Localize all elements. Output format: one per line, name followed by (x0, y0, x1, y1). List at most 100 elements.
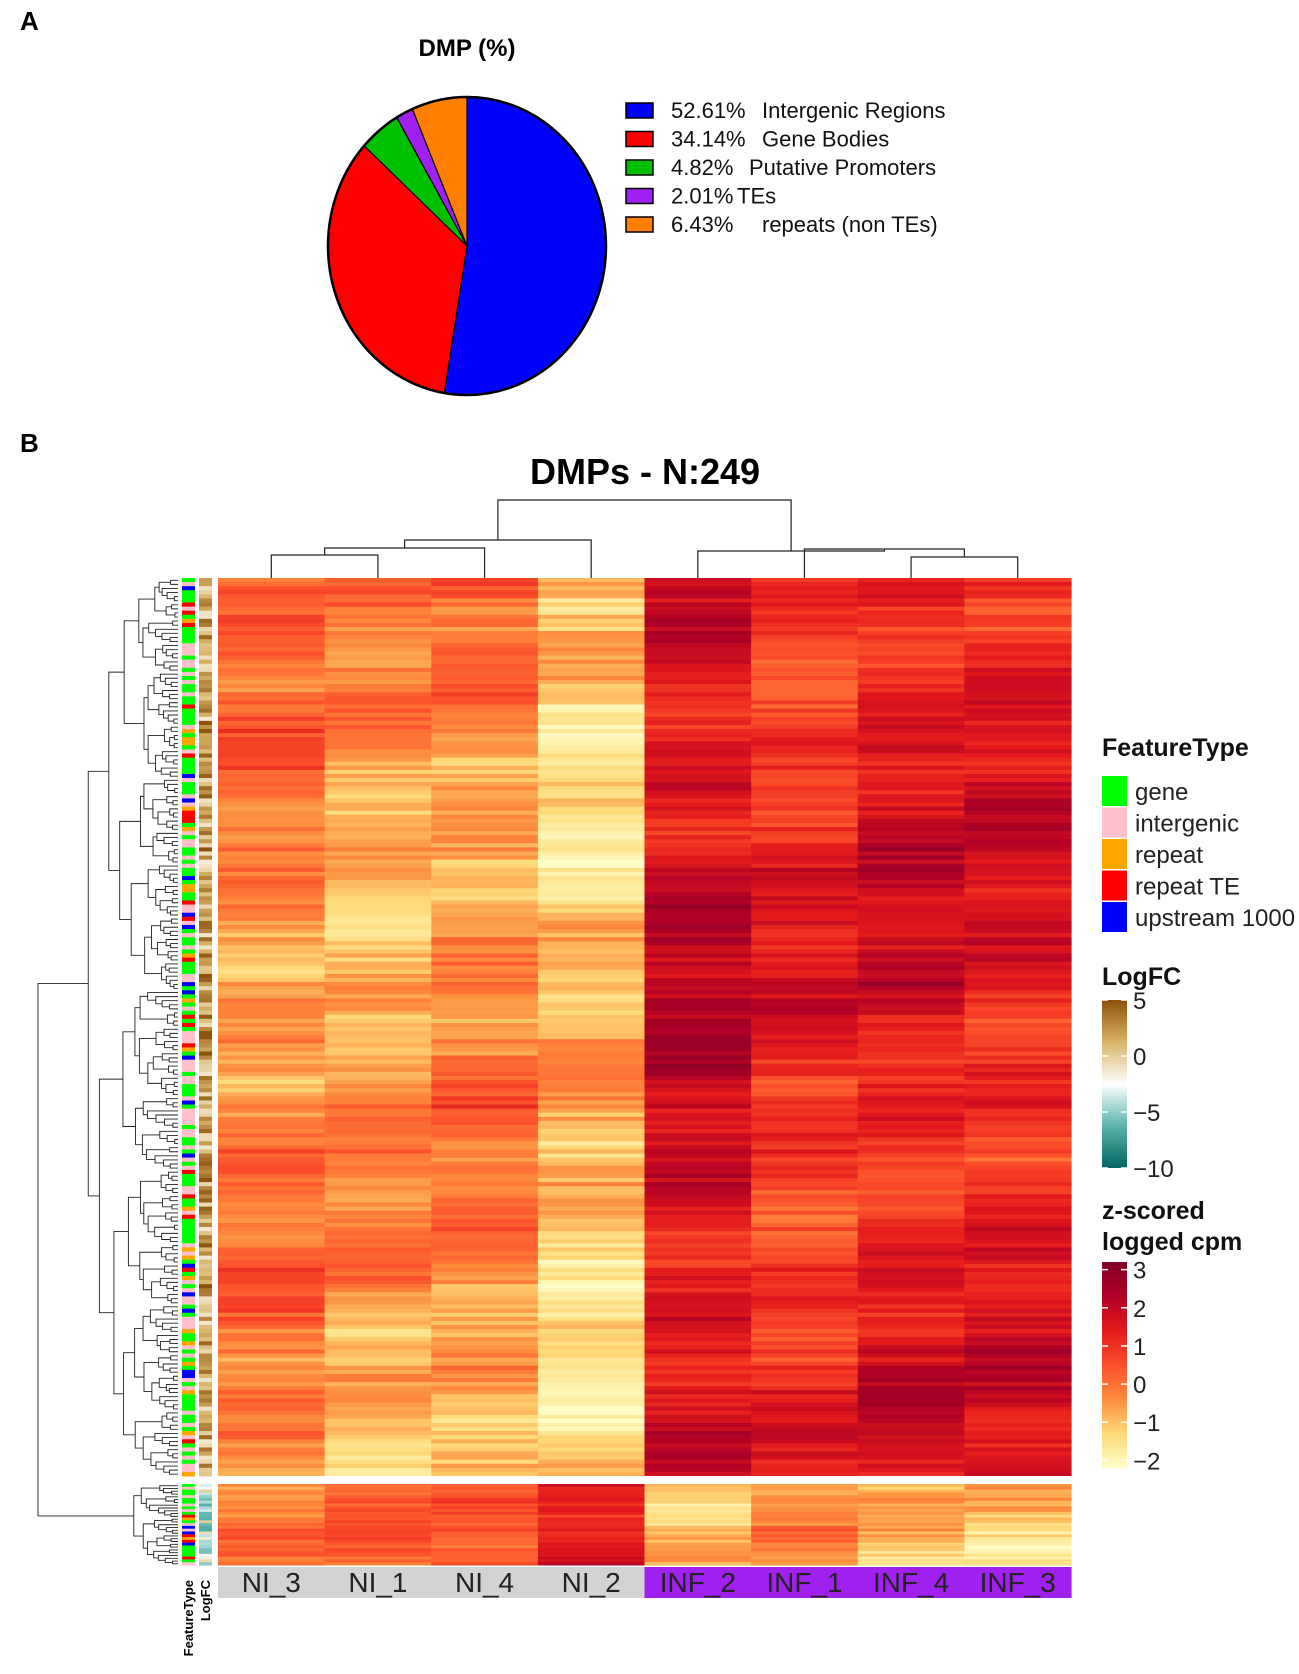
feature-type-cell (182, 1531, 195, 1535)
heatmap-cell (751, 1251, 859, 1257)
heatmap-cell (751, 1537, 859, 1541)
feature-type-cell (182, 590, 195, 595)
heatmap-cell (537, 826, 646, 832)
heatmap-cell (218, 1145, 326, 1150)
logfc-cell (199, 1382, 212, 1387)
heatmap-cell (751, 941, 859, 946)
heatmap-cell (751, 1247, 859, 1252)
heatmap-cell (537, 1067, 646, 1073)
heatmap-cell (537, 1267, 646, 1273)
heatmap-cell (964, 1345, 1072, 1350)
row-dendrogram-branch (169, 1367, 178, 1373)
heatmap-cell (644, 1231, 752, 1236)
heatmap-cell (751, 1304, 859, 1310)
heatmap-cell (324, 961, 432, 967)
logfc-cell (199, 1431, 212, 1436)
heatmap-cell (537, 1112, 646, 1118)
heatmap-cell (857, 1210, 965, 1216)
heatmap-cell (431, 594, 539, 599)
logfc-cell (199, 1349, 212, 1355)
logfc-cell (199, 1271, 212, 1277)
heatmap-cell (324, 724, 432, 730)
heatmap-cell (431, 700, 539, 706)
heatmap-cell (751, 1447, 859, 1453)
heatmap-cell (751, 1553, 859, 1558)
logfc-cell (199, 757, 212, 763)
heatmap-cell (964, 1517, 1072, 1521)
feature-type-cell (182, 614, 195, 620)
heatmap-cell (324, 590, 432, 595)
heatmap-cell (431, 916, 539, 922)
heatmap-cell (537, 1206, 646, 1212)
heatmap-cell (751, 1329, 859, 1334)
feature-type-cell (182, 786, 195, 791)
heatmap-cell (218, 1002, 326, 1008)
heatmap-cell (218, 1251, 326, 1257)
heatmap-cell (964, 798, 1072, 803)
heatmap-cell (218, 1525, 326, 1530)
heatmap-cell (751, 810, 859, 816)
heatmap-cell (218, 1161, 326, 1167)
heatmap-cell (644, 1467, 752, 1473)
logfc-cell (199, 798, 212, 803)
heatmap-cell (537, 1149, 646, 1155)
heatmap-cell (431, 1022, 539, 1028)
logfc-cell (199, 1288, 212, 1293)
logfc-cell (199, 761, 212, 767)
heatmap-cell (324, 708, 432, 714)
feature-type-cell (182, 1551, 195, 1555)
heatmap-cell (537, 680, 646, 685)
heatmap-cell (751, 1467, 859, 1473)
logfc-cell (199, 1186, 212, 1191)
heatmap-cell (964, 635, 1072, 640)
row-dendrogram-branch (172, 653, 178, 659)
annotation-label-1: LogFC (198, 1579, 213, 1621)
row-dendrogram-branch (173, 718, 178, 724)
heatmap-cell (964, 1055, 1072, 1061)
heatmap-cell (644, 1263, 752, 1269)
heatmap-cell (964, 606, 1072, 612)
heatmap-cell (644, 1324, 752, 1330)
heatmap-cell (431, 1418, 539, 1424)
heatmap-cell (324, 704, 432, 710)
logfc-cell (199, 729, 212, 734)
heatmap-cell (537, 1523, 646, 1527)
feature-type-cell (182, 847, 195, 852)
feature-type-cell (182, 929, 195, 934)
heatmap-cell (431, 1463, 539, 1469)
heatmap-cell (644, 749, 752, 755)
row-dendrogram-branch (172, 1245, 178, 1251)
logfc-cell (199, 1227, 212, 1232)
heatmap-cell (964, 1104, 1072, 1110)
feature-type-cell (182, 892, 195, 897)
heatmap-cell (644, 1247, 752, 1252)
heatmap-cell (431, 741, 539, 746)
heatmap-cell (857, 1329, 965, 1334)
heatmap-cell (751, 716, 859, 722)
heatmap-cell (537, 671, 646, 677)
row-dendrogram-branch (123, 620, 144, 724)
heatmap-cell (218, 790, 326, 795)
feature-type-cell (182, 745, 195, 750)
row-dendrogram-branch (163, 926, 178, 934)
heatmap-cell (218, 1382, 326, 1387)
row-dendrogram-branch (143, 697, 149, 750)
logfc-cell (199, 1514, 212, 1519)
heatmap-cell (857, 1337, 965, 1342)
heatmap-cell (964, 1247, 1072, 1252)
logfc-cell (199, 1418, 212, 1424)
row-dendrogram-branch (167, 714, 178, 722)
heatmap-cell (964, 1133, 1072, 1138)
feature-type-cell (182, 586, 195, 591)
heatmap-cell (537, 1157, 646, 1163)
heatmap-cell (218, 973, 326, 979)
heatmap-cell (644, 1120, 752, 1126)
heatmap-cell (431, 1145, 539, 1150)
heatmap-cell (857, 1039, 965, 1044)
heatmap-cell (644, 1227, 752, 1232)
heatmap-cell (857, 1010, 965, 1016)
heatmap-cell (964, 1451, 1072, 1457)
column-group-bar-1 (324, 1567, 432, 1598)
heatmap-cell (751, 1324, 859, 1330)
heatmap-cell (218, 1084, 326, 1089)
